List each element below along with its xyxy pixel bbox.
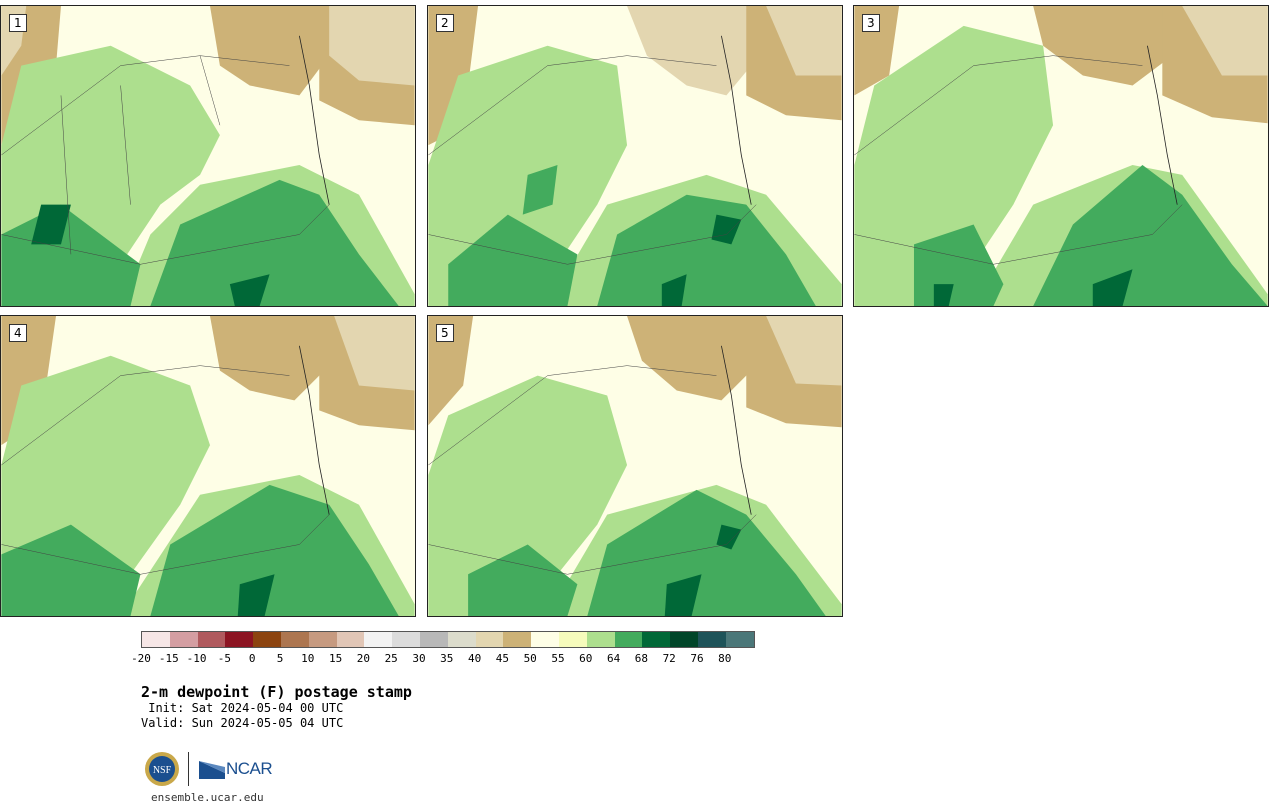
map-panel-2: 2 — [427, 5, 843, 307]
colorbar-tick-label: 10 — [301, 652, 315, 665]
dewpoint-map-1 — [1, 6, 415, 306]
dewpoint-map-2 — [428, 6, 842, 306]
colorbar-tick-label: 25 — [384, 652, 398, 665]
colorbar-swatch — [447, 632, 476, 647]
colorbar-tick-label: 60 — [579, 652, 593, 665]
colorbar-tick-label: 50 — [523, 652, 537, 665]
colorbar-swatch — [558, 632, 587, 647]
colorbar-tick-label: 0 — [248, 652, 256, 665]
colorbar-tick-label: 45 — [495, 652, 510, 665]
map-panel-1: 1 — [0, 5, 416, 307]
panel-number: 1 — [9, 14, 27, 32]
colorbar-tick-label: 15 — [328, 652, 343, 665]
dewpoint-map-4 — [1, 316, 415, 616]
colorbar-tick-label: 30 — [412, 652, 426, 665]
colorbar-swatch — [142, 632, 170, 647]
colorbar-tick-label: 5 — [276, 652, 284, 665]
colorbar-swatch — [197, 632, 226, 647]
valid-time: Valid: Sun 2024-05-05 04 UTC — [141, 716, 344, 730]
colorbar-tick-label: 80 — [718, 652, 732, 665]
colorbar-swatch — [697, 632, 726, 647]
panel-number: 5 — [436, 324, 454, 342]
colorbar-tick-label: 40 — [467, 652, 482, 665]
colorbar — [141, 631, 755, 648]
colorbar-swatch — [725, 632, 754, 647]
logos: NSF NCAR — [144, 750, 273, 788]
ncar-swoosh-icon — [199, 761, 225, 779]
panel-number: 4 — [9, 324, 27, 342]
colorbar-swatch — [642, 632, 671, 647]
colorbar-tick-label: 64 — [606, 652, 621, 665]
colorbar-tick-label: -20 — [131, 652, 151, 665]
logo-divider — [188, 752, 189, 786]
colorbar-swatch — [392, 632, 420, 647]
colorbar-ticks: -20 -15 -10 -5 0 5 10 15 20 25 30 35 40 45 50 55 60 64 68 7… — [131, 652, 761, 666]
colorbar-swatch — [586, 632, 615, 647]
colorbar-tick-label: -15 — [158, 652, 179, 665]
colorbar-swatch — [280, 632, 309, 647]
colorbar-swatch — [336, 632, 365, 647]
colorbar-tick-label: 20 — [356, 652, 371, 665]
colorbar-swatch — [531, 632, 559, 647]
panel-number: 2 — [436, 14, 454, 32]
colorbar-tick-label: -5 — [217, 652, 232, 665]
colorbar-tick-label: 68 — [634, 652, 649, 665]
colorbar-tick-label: 55 — [551, 652, 565, 665]
map-title: 2-m dewpoint (F) postage stamp — [141, 683, 412, 701]
colorbar-swatch — [419, 632, 448, 647]
colorbar-tick-label: 35 — [440, 652, 454, 665]
colorbar-swatch — [670, 632, 698, 647]
map-panel-3: 3 — [853, 5, 1269, 307]
map-panel-5: 5 — [427, 315, 843, 617]
colorbar-swatch — [225, 632, 254, 647]
colorbar-swatch — [169, 632, 198, 647]
colorbar-swatch — [253, 632, 281, 647]
ncar-logo-text: NCAR — [226, 759, 273, 778]
colorbar-swatch — [614, 632, 643, 647]
panel-number: 3 — [862, 14, 880, 32]
map-panel-4: 4 — [0, 315, 416, 617]
dewpoint-map-3 — [854, 6, 1268, 306]
dewpoint-map-5 — [428, 316, 842, 616]
colorbar-swatch — [364, 632, 393, 647]
colorbar-swatch — [503, 632, 532, 647]
ncar-logo: NCAR — [199, 759, 273, 779]
init-time: Init: Sat 2024-05-04 00 UTC — [141, 701, 344, 715]
site-url[interactable]: ensemble.ucar.edu — [151, 791, 264, 804]
colorbar-tick-label: 72 — [662, 652, 676, 665]
colorbar-swatch — [475, 632, 504, 647]
colorbar-tick-label: -10 — [186, 652, 207, 665]
colorbar-tick-label: 76 — [690, 652, 704, 665]
nsf-logo-icon: NSF — [145, 752, 179, 786]
nsf-logo-text: NSF — [153, 765, 172, 776]
colorbar-swatch — [308, 632, 337, 647]
